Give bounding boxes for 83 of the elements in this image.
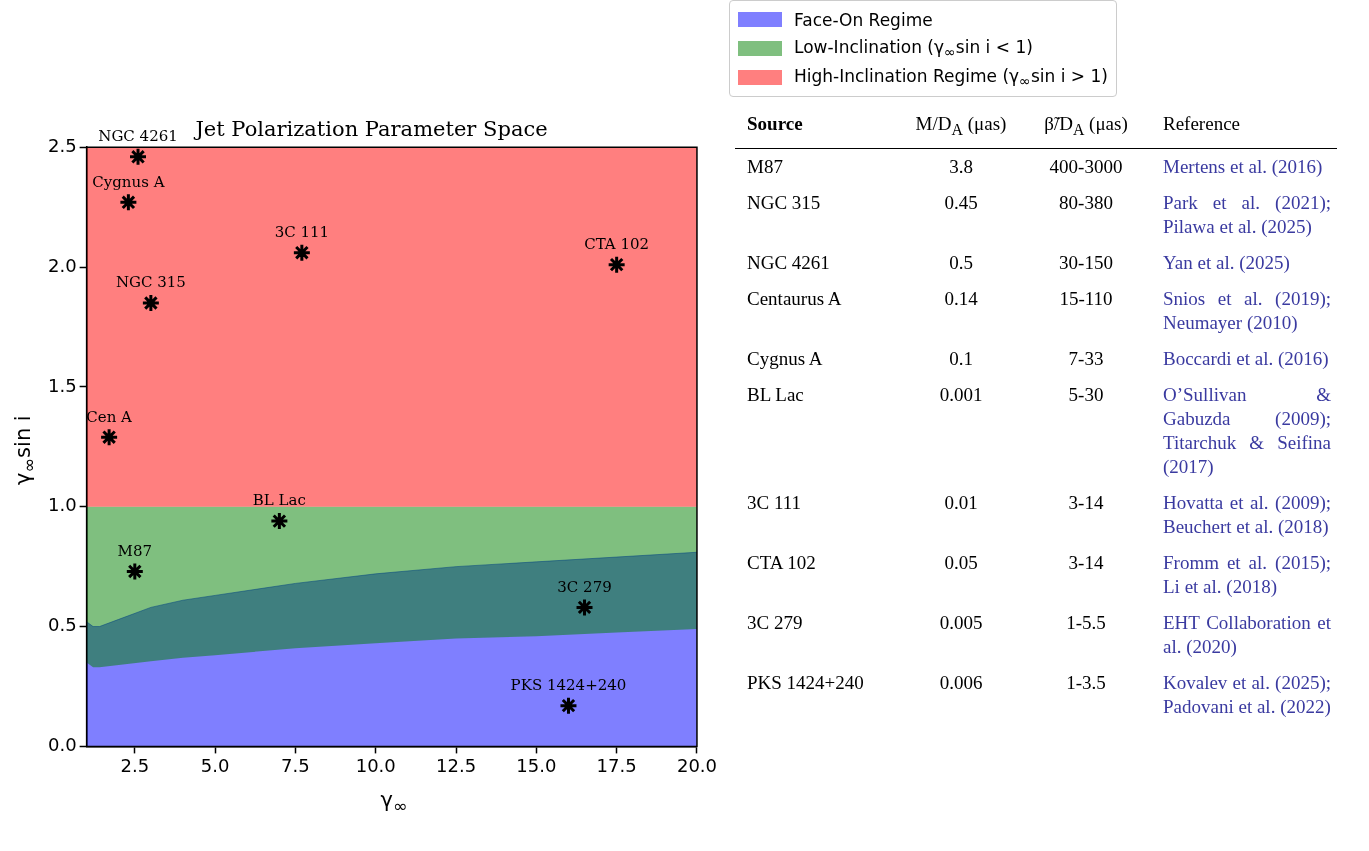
y-tick-label: 1.0: [47, 494, 77, 516]
text: 0.45: [943, 190, 979, 215]
text: Boccardi et al. (2016): [1162, 346, 1330, 371]
y-tick-label: 2.5: [47, 134, 77, 156]
text: Park et al. (2021); Pilawa et al. (2025): [1162, 190, 1332, 239]
text: EHT Collaboration et al. (2020): [1162, 610, 1332, 659]
y-tick-label: 1.5: [47, 374, 77, 396]
text: 400-3000: [1048, 154, 1124, 179]
annotation: NGC 4261: [98, 127, 178, 146]
x-tick-label: 7.5: [281, 754, 310, 776]
text: 5-30: [1067, 382, 1105, 407]
point: [607, 255, 627, 275]
point: [292, 243, 312, 263]
annotation: BL Lac: [252, 491, 306, 510]
text: 3.8: [948, 154, 974, 179]
category-label: M/D$_{A}$ (μas): [914, 112, 1008, 140]
point: [128, 147, 148, 167]
x-tick-label: 15.0: [516, 754, 557, 776]
text: 0.5: [948, 250, 974, 275]
text: PKS 1424+240: [746, 670, 865, 695]
x-tick-label: 12.5: [436, 754, 477, 776]
x-tick-label: 5.0: [200, 754, 230, 776]
text: 0.005: [938, 610, 984, 635]
y-tick-label: 2.0: [47, 254, 77, 276]
text: NGC 4261: [746, 250, 831, 275]
text: 0.14: [943, 286, 979, 311]
text: 1-5.5: [1065, 610, 1107, 635]
text: 30-150: [1058, 250, 1114, 275]
text: 3-14: [1067, 490, 1105, 515]
text: Kovalev et al. (2025); Padovani et al. (2022): [1162, 670, 1332, 719]
text: 0.05: [943, 550, 979, 575]
x-tick-label: 10.0: [355, 754, 396, 776]
annotation: CTA 102: [584, 235, 650, 254]
point: [269, 511, 289, 531]
text: BL Lac: [746, 382, 805, 407]
text: 3-14: [1067, 550, 1105, 575]
category-label: Source: [746, 112, 804, 136]
text: 7-33: [1067, 346, 1105, 371]
annotation: Cygnus A: [92, 172, 165, 191]
text: 15-110: [1058, 286, 1114, 311]
text: CTA 102: [746, 550, 817, 575]
annotation: NGC 315: [115, 273, 186, 292]
annotation: M87: [117, 541, 153, 560]
text: 0.006: [938, 670, 984, 695]
legend-label: High-Inclination Regime (γ$_{∞}$sin i > 1): [794, 65, 1108, 90]
text: 80-380: [1058, 190, 1114, 215]
text: NGC 315: [746, 190, 822, 215]
text: Hovatta et al. (2009); Beuchert et al. (2018): [1162, 490, 1332, 539]
legend-label: Face-On Regime: [794, 9, 933, 30]
text: Mertens et al. (2016): [1162, 154, 1324, 179]
point: [558, 696, 578, 716]
x-tick-label: 17.5: [596, 754, 637, 776]
text: 3C 279: [746, 610, 804, 635]
text: Cygnus A: [746, 346, 824, 371]
x-tick-label: 2.5: [120, 754, 150, 776]
annotation: 3C 111: [274, 223, 330, 242]
legend-label: Low-Inclination (γ$_{∞}$sin i < 1): [794, 36, 1033, 61]
text: M87: [746, 154, 784, 179]
y-tick-label: 0.5: [47, 614, 77, 636]
text: Fromm et al. (2015); Li et al. (2018): [1162, 550, 1332, 599]
x-tick-label: 20.0: [676, 754, 717, 776]
category-label: Reference: [1162, 112, 1241, 136]
point: [118, 192, 138, 212]
text: 0.001: [938, 382, 984, 407]
annotation: PKS 1424+240: [510, 676, 627, 695]
category-label: β̃/D$_{A}$ (μas): [1043, 112, 1129, 140]
point: [99, 427, 119, 447]
x-axis-title: γ$_{∞}$: [379, 788, 409, 817]
text: 1-3.5: [1065, 670, 1107, 695]
text: 0.01: [943, 490, 979, 515]
point: [125, 561, 145, 581]
text: 0.1: [948, 346, 974, 371]
point: [141, 293, 161, 313]
text: Yan et al. (2025): [1162, 250, 1291, 275]
text: O’Sullivan & Gabuzda (2009); Titarchuk & Seifina (2017): [1162, 382, 1332, 479]
text: Snios et al. (2019); Neumayer (2010): [1162, 286, 1332, 335]
y-tick-label: 0.0: [47, 734, 77, 756]
text: Centaurus A: [746, 286, 843, 311]
annotation: Cen A: [86, 407, 133, 426]
annotation: 3C 279: [557, 577, 612, 596]
point: [575, 597, 595, 617]
text: 3C 111: [746, 490, 802, 515]
chart-title: Jet Polarization Parameter Space: [193, 117, 548, 142]
